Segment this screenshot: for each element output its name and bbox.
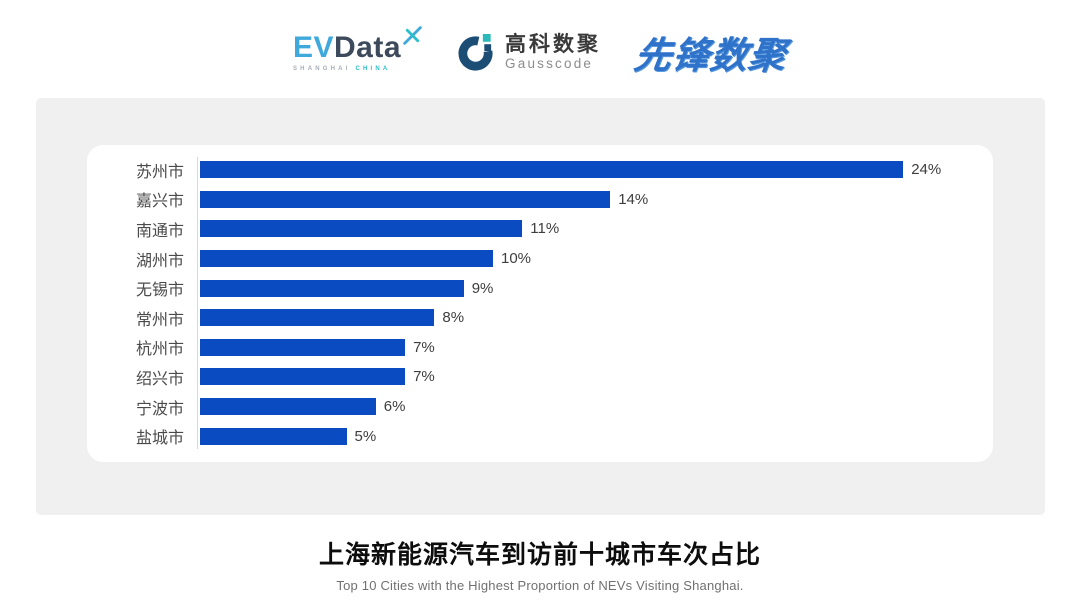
chart-panel: 苏州市 24% 嘉兴市 14% 南通市 11% 湖州市 10% 无锡市 9% 常州市 8% 杭州市 7% 绍… (35, 98, 1045, 515)
bar-track: 14% (197, 190, 993, 208)
bar (200, 427, 347, 445)
value-label: 6% (383, 398, 406, 416)
bar-track: 11% (197, 220, 993, 238)
bar (200, 309, 435, 327)
category-label: 绍兴市 (135, 370, 184, 388)
value-label: 10% (501, 250, 532, 268)
chart-row: 宁波市 6% (87, 392, 993, 422)
chart-row: 盐城市 5% (87, 421, 993, 451)
value-label: 11% (530, 220, 560, 238)
gausscode-en-name: Gausscode (505, 56, 594, 71)
bar (200, 338, 406, 356)
evdata-sub-china: CHINA (355, 65, 391, 72)
category-label: 杭州市 (135, 341, 184, 359)
bar (200, 368, 406, 386)
bar-track: 6% (197, 398, 993, 416)
category-label: 苏州市 (135, 163, 184, 181)
category-label: 湖州市 (135, 252, 184, 270)
bar-track: 7% (197, 368, 993, 386)
category-label: 无锡市 (135, 282, 184, 300)
bar (200, 161, 904, 179)
category-label: 宁波市 (135, 400, 184, 418)
value-label: 5% (354, 427, 377, 445)
y-axis-line (197, 157, 198, 449)
chart-card: 苏州市 24% 嘉兴市 14% 南通市 11% 湖州市 10% 无锡市 9% 常州市 8% 杭州市 7% 绍… (87, 145, 993, 462)
value-label: 24% (911, 161, 942, 179)
bar (200, 190, 611, 208)
bar-track: 5% (197, 427, 993, 445)
bar (200, 250, 493, 268)
chart-row: 南通市 11% (87, 214, 993, 244)
bar (200, 279, 464, 297)
chart-row: 苏州市 24% (87, 155, 993, 185)
chart-row: 无锡市 9% (87, 273, 993, 303)
chart-row: 常州市 8% (87, 303, 993, 333)
evdata-ev-text: EV (292, 30, 334, 64)
category-label: 盐城市 (135, 430, 184, 448)
value-label: 9% (471, 279, 494, 297)
chart-titles: 上海新能源汽车到访前十城市车次占比 Top 10 Cities with the… (0, 535, 1080, 593)
chart-row: 绍兴市 7% (87, 362, 993, 392)
chart-title: 上海新能源汽车到访前十城市车次占比 (318, 541, 761, 569)
evdata-wordmark: EV Data (292, 25, 423, 64)
evdata-subtext: SHANGHAI CHINA (293, 66, 390, 72)
bar (200, 220, 523, 238)
gausscode-cn-name: 高科数聚 (505, 33, 602, 56)
logo-bar: EV Data SHANGHAI CHINA 高科数聚 Gausscode 先锋数… (0, 0, 1080, 98)
evdata-sub-shanghai: SHANGHAI (292, 65, 351, 72)
bar-track: 7% (197, 338, 993, 356)
gausscode-text: 高科数聚 Gausscode (505, 33, 601, 71)
value-label: 7% (413, 338, 435, 356)
evdata-data-text: Data (334, 30, 402, 64)
chart-row: 杭州市 7% (87, 333, 993, 363)
sparkle-icon (403, 25, 422, 45)
chart-row: 湖州市 10% (87, 244, 993, 274)
evdata-logo: EV Data SHANGHAI CHINA (292, 25, 423, 72)
bar-track: 9% (197, 279, 993, 297)
bar-track: 10% (197, 250, 993, 268)
value-label: 7% (413, 368, 435, 386)
chart-subtitle: Top 10 Cities with the Highest Proportio… (336, 578, 744, 593)
bar (200, 398, 376, 416)
category-label: 南通市 (135, 222, 184, 240)
bar-track: 24% (197, 161, 993, 179)
gausscode-icon (458, 33, 493, 71)
value-label: 8% (442, 309, 465, 327)
category-label: 常州市 (135, 311, 184, 329)
bar-track: 8% (197, 309, 993, 327)
category-label: 嘉兴市 (135, 193, 184, 211)
value-label: 14% (618, 190, 649, 208)
pioneer-logo: 先锋数聚 (631, 35, 790, 76)
gausscode-logo: 高科数聚 Gausscode (457, 33, 601, 72)
bar-chart: 苏州市 24% 嘉兴市 14% 南通市 11% 湖州市 10% 无锡市 9% 常州市 8% 杭州市 7% 绍… (87, 155, 993, 451)
chart-row: 嘉兴市 14% (87, 185, 993, 215)
